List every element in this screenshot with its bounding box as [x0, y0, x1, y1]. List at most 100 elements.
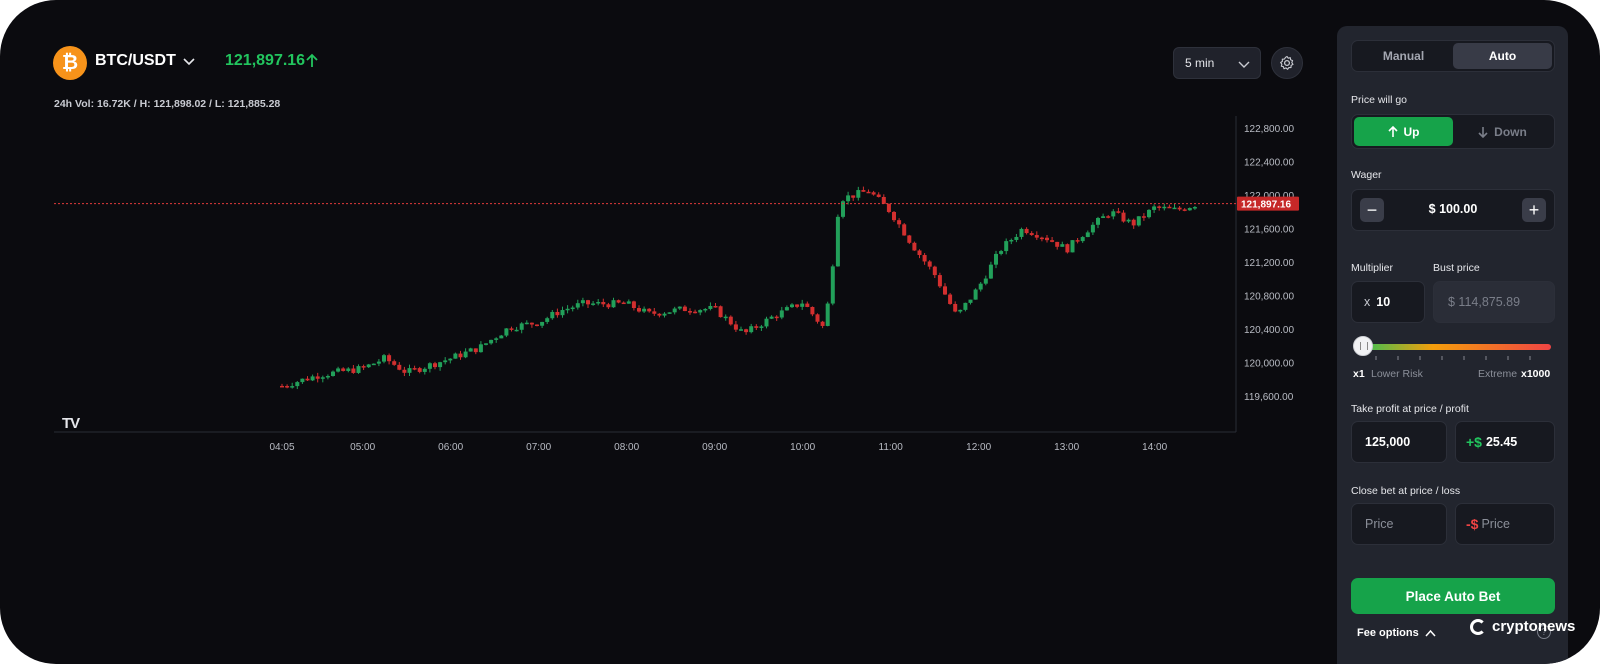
candle	[387, 355, 392, 362]
candle	[881, 196, 886, 204]
candle	[621, 302, 626, 305]
candle	[412, 368, 417, 370]
candle	[366, 364, 371, 368]
x-tick-label: 14:00	[1142, 442, 1167, 453]
candle	[392, 361, 397, 365]
candle	[1126, 219, 1131, 222]
candle	[805, 303, 810, 307]
fee-options-label: Fee options	[1357, 627, 1419, 639]
multiplier-prefix: x	[1364, 295, 1371, 309]
candle	[937, 275, 942, 287]
candle	[1075, 240, 1080, 242]
multiplier-input[interactable]: x 10	[1351, 281, 1425, 323]
multiplier-slider-track[interactable]	[1354, 344, 1551, 350]
take-profit-price-input[interactable]: 125,000	[1351, 421, 1447, 463]
chevron-down-icon[interactable]	[182, 56, 196, 68]
decrease-wager-button[interactable]: −	[1360, 198, 1384, 222]
arrow-down-icon	[1478, 126, 1488, 138]
tab-manual[interactable]: Manual	[1382, 49, 1425, 63]
candle	[361, 366, 366, 368]
candle	[336, 368, 341, 372]
candle	[499, 335, 504, 339]
candle	[514, 329, 519, 332]
candle	[973, 289, 978, 300]
close-price-input[interactable]: Price	[1351, 503, 1447, 545]
bitcoin-icon: ₿	[53, 46, 87, 80]
candle	[463, 351, 468, 358]
up-label: Up	[1403, 124, 1420, 139]
candle	[927, 261, 932, 267]
candle	[1004, 241, 1009, 252]
tab-auto[interactable]: Auto	[1453, 43, 1552, 69]
candle	[846, 195, 851, 202]
candle	[331, 371, 335, 376]
candle	[1136, 216, 1141, 226]
candle	[698, 310, 703, 313]
candle	[606, 304, 611, 308]
candle	[438, 362, 443, 368]
candle	[876, 194, 881, 197]
interval-select[interactable]: 5 min	[1173, 47, 1261, 79]
candle	[1106, 216, 1111, 218]
help-icon[interactable]: ?	[1537, 625, 1551, 639]
candle	[325, 375, 330, 378]
candle	[856, 190, 861, 198]
candle	[478, 344, 483, 353]
candle	[733, 324, 738, 330]
slider-max-label: Extreme	[1478, 368, 1518, 380]
candle	[591, 303, 596, 305]
candle	[1045, 237, 1049, 241]
candle	[871, 192, 876, 195]
candle	[509, 328, 514, 330]
candle	[1162, 206, 1167, 209]
candle	[784, 307, 789, 311]
candle	[754, 326, 759, 328]
candle	[953, 303, 958, 312]
candle	[280, 385, 284, 388]
candle	[580, 300, 585, 304]
increase-wager-button[interactable]: +	[1522, 198, 1546, 222]
profit-prefix: +$	[1466, 434, 1482, 450]
up-button[interactable]: Up	[1354, 117, 1453, 146]
pair-selector[interactable]: BTC/USDT	[95, 52, 176, 69]
current-price-tag	[1237, 196, 1299, 211]
candle	[800, 303, 805, 307]
x-tick-label: 10:00	[790, 442, 815, 453]
candle	[647, 308, 652, 312]
candle	[851, 195, 856, 198]
fee-options-toggle[interactable]: Fee options	[1357, 627, 1436, 639]
candle	[1085, 232, 1090, 238]
candle	[601, 301, 606, 305]
candle	[1131, 219, 1136, 226]
candle	[550, 311, 555, 319]
candle	[861, 190, 866, 192]
candle	[1080, 237, 1085, 242]
take-profit-amount-input[interactable]: +$ 25.45	[1455, 421, 1555, 463]
candle	[351, 368, 356, 373]
profit-value: 25.45	[1485, 435, 1518, 449]
candle	[458, 353, 463, 358]
wager-stepper: − $ 100.00 +	[1351, 189, 1555, 231]
candle	[519, 323, 524, 330]
close-loss-input[interactable]: -$ Price	[1455, 503, 1555, 545]
multiplier-slider-handle[interactable]	[1353, 336, 1373, 356]
chart-area: ₿ BTC/USDT 121,897.16 24h Vol: 16.72K / …	[0, 46, 1303, 470]
candlestick-chart[interactable]: 122,800.00 122,400.00 122,000.00 121,600.00…	[0, 110, 1300, 470]
candle	[835, 216, 840, 267]
arrow-up-icon	[1387, 125, 1398, 137]
wager-input[interactable]: $ 100.00	[1428, 202, 1478, 216]
candle	[907, 235, 912, 243]
chevron-up-icon	[1425, 629, 1436, 637]
market-stats: 24h Vol: 16.72K / H: 121,898.02 / L: 121…	[54, 98, 281, 110]
candle	[1147, 209, 1151, 218]
down-button[interactable]: Down	[1453, 117, 1552, 146]
candle	[958, 309, 963, 312]
place-auto-bet-button[interactable]: Place Auto Bet	[1351, 578, 1555, 614]
candle	[739, 329, 743, 331]
candle	[662, 313, 667, 316]
bet-panel: Manual Auto Price will go Up Down Wager …	[1337, 26, 1568, 664]
candle	[631, 301, 636, 309]
chevron-down-icon	[1238, 61, 1250, 68]
settings-button[interactable]	[1271, 47, 1303, 79]
candle	[978, 283, 983, 290]
